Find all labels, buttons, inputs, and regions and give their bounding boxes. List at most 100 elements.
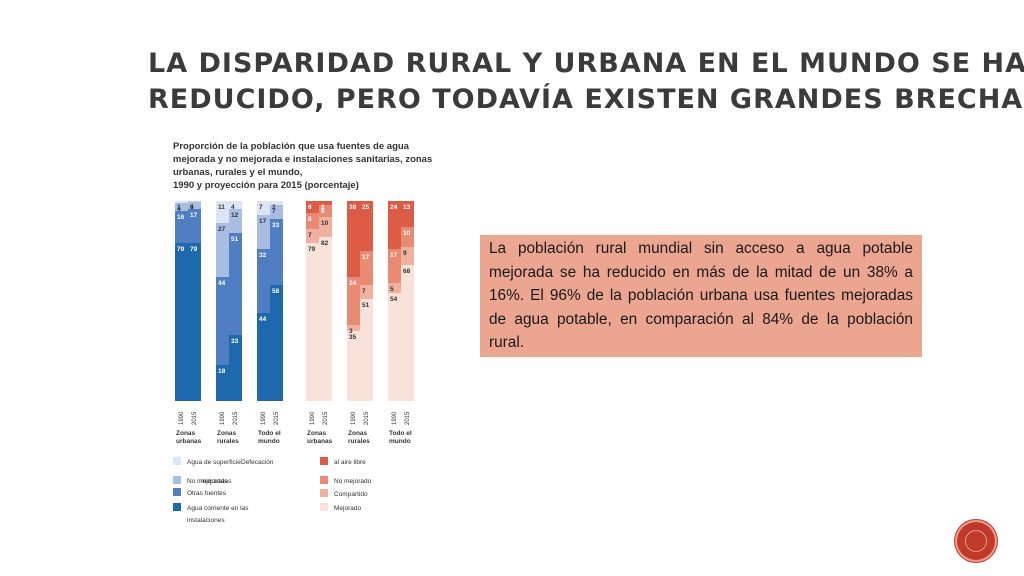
bar-segment [229, 335, 242, 401]
data-label: 17 [362, 254, 370, 261]
data-label: 79 [190, 246, 198, 253]
bar-segment [401, 201, 414, 227]
data-label: 6 [308, 204, 312, 211]
data-label: 38 [349, 204, 357, 211]
data-label: 54 [390, 296, 398, 303]
data-label: 27 [218, 226, 226, 233]
data-label: 35 [349, 334, 357, 341]
bar-segment [347, 331, 360, 401]
bar-segment [257, 249, 270, 313]
stacked-bar-chart: 79164119907917402015Zonasurbanas18442711… [173, 201, 414, 524]
year-tick-label: 2015 [405, 411, 411, 425]
bar-segment [229, 201, 242, 209]
bar-segment [306, 201, 319, 213]
group-label: urbanas [176, 438, 202, 445]
chart-title-line: 1990 y proyección para 2015 (porcentaje) [173, 180, 359, 191]
year-tick-label: 2015 [323, 411, 329, 425]
data-label: 9 [403, 250, 407, 257]
data-label: 7 [272, 208, 276, 215]
group-label: Zonas [217, 430, 237, 437]
chart-title-line: mejorada y no mejorada e instalaciones s… [173, 154, 433, 165]
bar-segment [347, 277, 360, 325]
bar-segment [347, 201, 360, 277]
bar-segment [257, 215, 270, 249]
bar-segment [257, 313, 270, 401]
bar-segment [319, 205, 332, 217]
group-label: rurales [348, 438, 370, 445]
group-label: Todo el [258, 430, 281, 437]
group-label: urbanas [307, 438, 333, 445]
legend-label: mejoradas [201, 478, 232, 485]
data-label: 79 [308, 246, 316, 253]
bar-segment [360, 201, 373, 251]
year-tick-label: 1990 [392, 411, 398, 425]
data-label: 33 [272, 222, 280, 229]
data-label: 44 [218, 280, 226, 287]
chart-title-line: Proporción de la población que usa fuent… [173, 141, 409, 152]
slide-title-line-1: La disparidad rural y urbana en el mundo… [148, 48, 1024, 79]
year-tick-label: 2015 [192, 411, 198, 425]
data-label: 44 [259, 316, 267, 323]
group-label: Zonas [307, 430, 327, 437]
bar-segment [388, 283, 401, 293]
bar-segment [188, 209, 201, 243]
bar-segment [306, 213, 319, 229]
bar-segment [306, 229, 319, 243]
data-label: 82 [321, 240, 329, 247]
group-label: mundo [389, 438, 411, 445]
bar-segment [270, 285, 283, 401]
data-label: 10 [321, 220, 329, 227]
legend-label: al aire libre [334, 459, 366, 466]
data-label: 7 [259, 204, 263, 211]
chart-title-line: urbanas, rurales y el mundo, [173, 167, 303, 178]
bar-segment [319, 201, 332, 205]
year-tick-label: 2015 [233, 411, 239, 425]
bar-segment [319, 237, 332, 401]
data-label: 3 [349, 328, 353, 335]
data-label: 17 [190, 212, 198, 219]
bar-segment [188, 201, 201, 209]
chart-title: Proporción de la población que usa fuent… [173, 140, 433, 192]
data-label: 25 [362, 204, 370, 211]
bar-segment [175, 201, 188, 203]
decorative-circle-ring [965, 530, 987, 552]
data-label: 32 [259, 252, 267, 259]
bar-segment [257, 201, 270, 215]
year-tick-label: 1990 [179, 411, 185, 425]
bar-segment [388, 293, 401, 401]
data-label: 4 [231, 204, 235, 211]
data-label: 0 [190, 204, 194, 211]
legend-swatch [173, 503, 181, 511]
year-tick-label: 1990 [220, 411, 226, 425]
data-label: 16 [177, 214, 185, 221]
slide-title-line-2: reducido, pero todavía existen grandes b… [148, 84, 1024, 115]
bar-segment [270, 219, 283, 285]
group-label: Todo el [389, 430, 412, 437]
legend-label: Defecación [241, 459, 274, 466]
year-tick-label: 1990 [261, 411, 267, 425]
bar-segment [401, 265, 414, 401]
data-label: 79 [177, 246, 185, 253]
data-label: 12 [231, 212, 239, 219]
bar-segment [216, 277, 229, 365]
legend-swatch [320, 503, 328, 511]
data-label: 33 [231, 338, 239, 345]
data-label: 6 [321, 208, 325, 215]
data-label: 18 [218, 368, 226, 375]
bar-segment [401, 227, 414, 247]
slide-title: La disparidad rural y urbana en el mundo… [148, 46, 1024, 118]
legend-swatch [320, 457, 328, 465]
bar-segment [401, 247, 414, 265]
data-label: 51 [362, 302, 370, 309]
legend-label: Agua de superficie [187, 459, 241, 466]
bar-segment [188, 243, 201, 401]
data-label: 11 [218, 204, 225, 211]
data-label: 7 [308, 232, 312, 239]
bar-segment [216, 201, 229, 223]
year-tick-label: 2015 [274, 411, 280, 425]
legend-swatch [173, 476, 181, 484]
bar-segment [388, 249, 401, 283]
data-label: 7 [362, 288, 366, 295]
group-label: mundo [258, 438, 280, 445]
bar-segment [175, 211, 188, 243]
